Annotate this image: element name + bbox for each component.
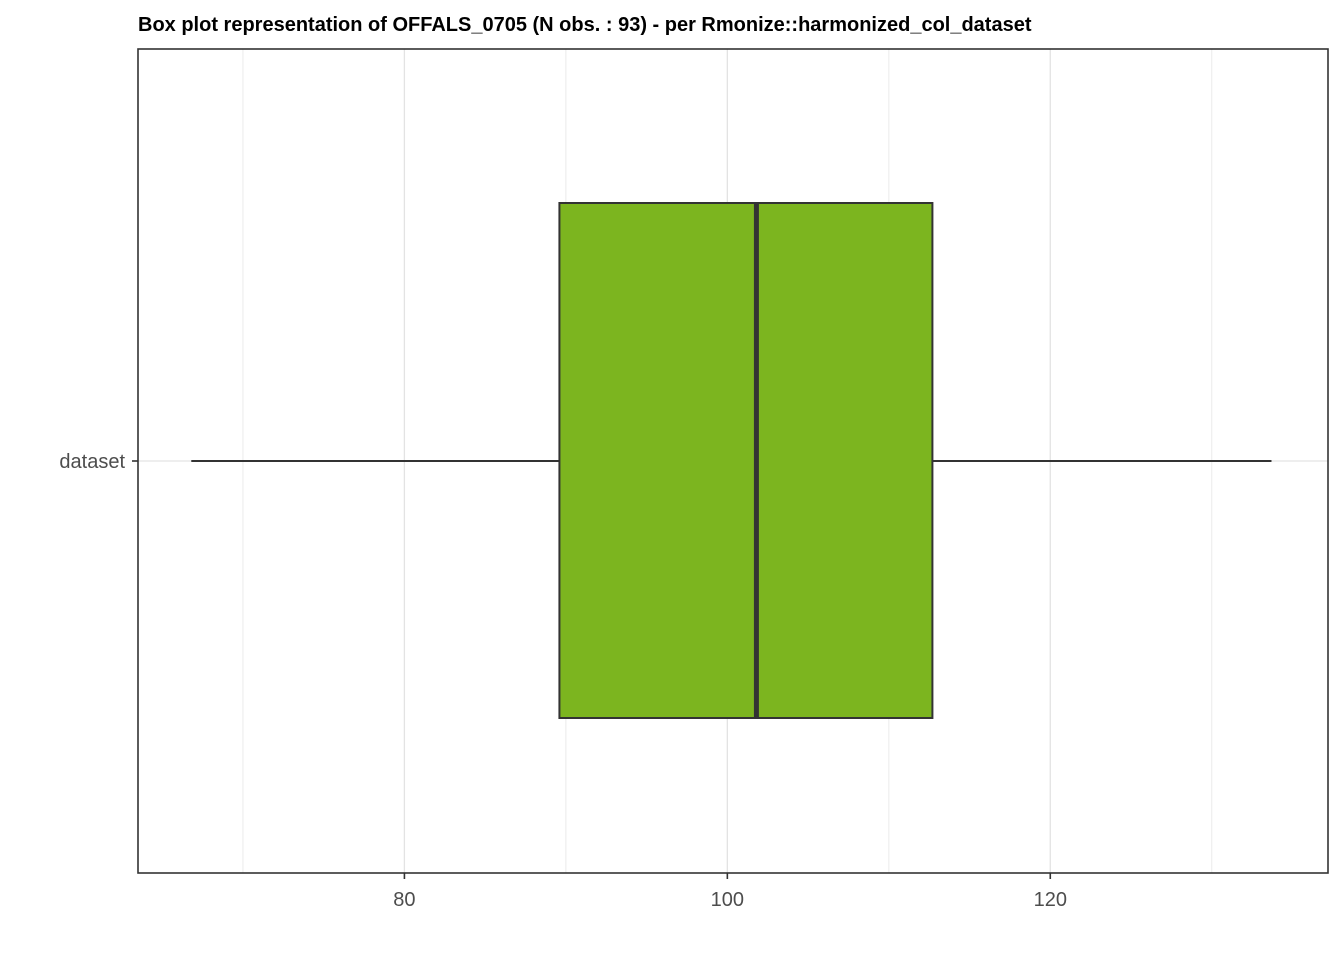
panel-border	[137, 48, 1329, 874]
axis-layer: 80 100 120 dataset	[59, 451, 1067, 911]
box-layer	[191, 202, 1272, 719]
iqr-box	[558, 202, 934, 719]
x-tick-label: 80	[393, 889, 415, 911]
x-tick-label: 100	[711, 889, 744, 911]
chart-title: Box plot representation of OFFALS_0705 (…	[138, 14, 1032, 36]
x-tick-label: 120	[1034, 889, 1067, 911]
y-tick-label: dataset	[59, 451, 125, 473]
